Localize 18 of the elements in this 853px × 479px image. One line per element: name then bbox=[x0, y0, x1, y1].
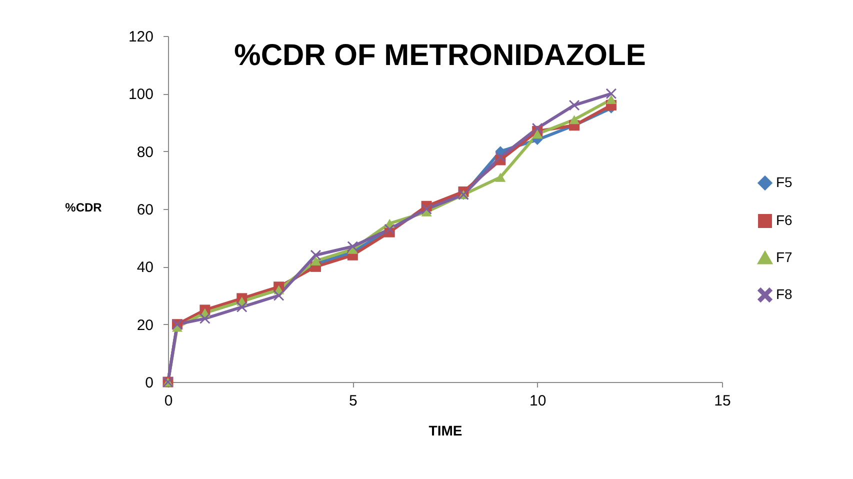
y-tick-label: 60 bbox=[136, 202, 154, 218]
x-tick-label: 5 bbox=[348, 392, 358, 410]
y-tick-label: 120 bbox=[128, 28, 154, 46]
legend-label: F7 bbox=[776, 249, 793, 265]
legend-label: F5 bbox=[776, 174, 793, 190]
y-axis-title: %CDR bbox=[65, 200, 102, 214]
y-tick-label: 40 bbox=[136, 259, 154, 276]
x-axis-title: TIME bbox=[428, 422, 462, 438]
y-tick-label: 0 bbox=[145, 374, 154, 392]
x-tick-label: 15 bbox=[714, 392, 731, 410]
x-tick-label: 0 bbox=[164, 392, 173, 410]
x-tick-label: 10 bbox=[529, 392, 546, 410]
y-tick-label: 80 bbox=[136, 144, 154, 161]
y-tick-label: 20 bbox=[136, 316, 154, 334]
legend-label: F6 bbox=[776, 212, 793, 228]
y-tick-label: 100 bbox=[128, 86, 154, 104]
legend-label: F8 bbox=[776, 286, 793, 302]
chart-title: %CDR OF METRONIDAZOLE bbox=[234, 39, 646, 72]
